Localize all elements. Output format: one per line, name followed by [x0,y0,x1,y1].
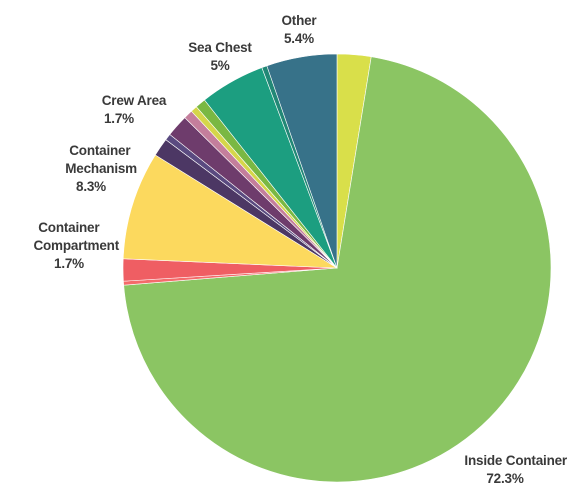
pie-slice-inside-container [123,56,552,483]
label-sea-chest-value: 5% [210,58,229,73]
pie-slices [122,53,552,483]
label-container-mechanism-name: Container Mechanism [65,143,137,176]
pie-slice-other [266,53,338,269]
label-sea-chest-name: Sea Chest [188,40,252,55]
pie-slice-container-mechanism [122,154,339,269]
label-inside-container-name: Inside Container [464,453,568,468]
label-crew-area-name: Crew Area [102,93,167,108]
pie-labels: Other 5.4% Sea Chest 5% Crew Area 1.7% C… [33,13,568,486]
label-container-compartment-value: 1.7% [54,256,84,271]
label-crew-area-value: 1.7% [104,111,134,126]
label-other-value: 5.4% [284,31,314,46]
label-container-compartment-name: Container Compartment [33,220,119,253]
label-inside-container-value: 72.3% [486,471,523,486]
label-container-mechanism-value: 8.3% [76,179,106,194]
label-other-name: Other [281,13,317,28]
